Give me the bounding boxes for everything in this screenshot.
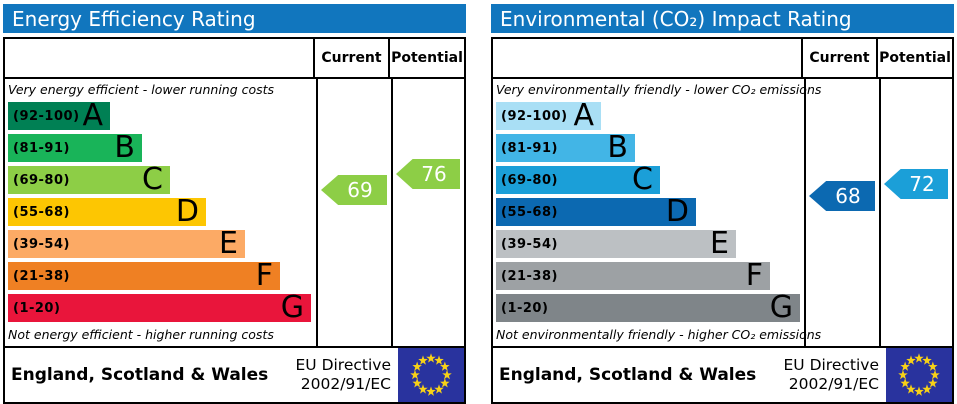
band-d: (55-68) D xyxy=(496,194,696,229)
band-e-letter: E xyxy=(710,226,729,261)
potential-value-cell: 72 xyxy=(881,79,952,346)
band-g-range: (1-20) xyxy=(501,300,549,316)
band-f-range: (21-38) xyxy=(13,268,70,284)
current-rating-arrow: 69 xyxy=(321,175,387,205)
panel-footer: England, Scotland & Wales EU Directive 2… xyxy=(5,348,464,402)
eu-directive-line2: 2002/91/EC xyxy=(788,375,879,393)
potential-rating-arrow: 76 xyxy=(396,159,460,189)
top-note: Very environmentally friendly - lower CO… xyxy=(496,82,822,97)
eu-directive-label: EU Directive 2002/91/EC xyxy=(784,356,887,393)
band-g: (1-20) G xyxy=(496,290,800,325)
potential-value-cell: 76 xyxy=(393,79,464,346)
top-note: Very energy efficient - lower running co… xyxy=(8,82,275,97)
rating-scale-body: Very energy efficient - lower running co… xyxy=(5,79,464,348)
band-c-range: (69-80) xyxy=(501,172,558,188)
header-spacer xyxy=(493,39,803,77)
band-g-range: (1-20) xyxy=(13,300,61,316)
eu-directive-line1: EU Directive xyxy=(295,356,392,375)
band-b-letter: B xyxy=(114,130,135,165)
potential-rating-value: 76 xyxy=(421,162,447,186)
column-header-row: Current Potential xyxy=(493,39,952,79)
column-header-row: Current Potential xyxy=(5,39,464,79)
band-f-range: (21-38) xyxy=(501,268,558,284)
band-e-range: (39-54) xyxy=(13,236,70,252)
band-a-letter: A xyxy=(573,98,594,133)
current-rating-value: 68 xyxy=(835,184,861,208)
energy-rating-table: Current Potential Very energy efficient … xyxy=(3,37,466,404)
bottom-note: Not environmentally friendly - higher CO… xyxy=(496,327,822,342)
rating-scale-body: Very environmentally friendly - lower CO… xyxy=(493,79,952,348)
band-e-range: (39-54) xyxy=(501,236,558,252)
band-d-range: (55-68) xyxy=(501,204,558,220)
environmental-panel-title: Environmental (CO₂) Impact Rating xyxy=(491,4,954,33)
environmental-rating-table: Current Potential Very environmentally f… xyxy=(491,37,954,404)
current-rating-arrow: 68 xyxy=(809,181,875,211)
current-value-cell: 68 xyxy=(806,79,881,346)
band-b: (81-91) B xyxy=(496,130,635,165)
band-b-range: (81-91) xyxy=(13,140,70,156)
band-c: (69-80) C xyxy=(496,162,660,197)
rating-scale: Very energy efficient - lower running co… xyxy=(5,79,318,346)
band-g: (1-20) G xyxy=(8,290,311,325)
energy-efficiency-panel: Energy Efficiency Rating Current Potenti… xyxy=(3,4,466,404)
band-d-letter: D xyxy=(175,194,199,229)
band-a-range: (92-100) xyxy=(501,108,568,124)
band-b-range: (81-91) xyxy=(501,140,558,156)
potential-column-header: Potential xyxy=(879,50,951,66)
eu-directive-label: EU Directive 2002/91/EC xyxy=(296,356,399,393)
band-a: (92-100) A xyxy=(496,98,601,133)
band-g-letter: G xyxy=(280,290,304,325)
current-rating-value: 69 xyxy=(347,178,373,202)
band-c-letter: C xyxy=(142,162,163,197)
panel-footer: England, Scotland & Wales EU Directive 2… xyxy=(493,348,952,402)
region-label: England, Scotland & Wales xyxy=(11,365,269,385)
current-column-header: Current xyxy=(315,39,390,77)
band-c-letter: C xyxy=(632,162,653,197)
eu-directive-line2: 2002/91/EC xyxy=(300,375,391,393)
band-f: (21-38) F xyxy=(496,258,770,293)
band-d-letter: D xyxy=(665,194,689,229)
band-d-range: (55-68) xyxy=(13,204,70,220)
band-c: (69-80) C xyxy=(8,162,170,197)
band-f: (21-38) F xyxy=(8,258,280,293)
current-value-cell: 69 xyxy=(318,79,393,346)
energy-panel-title: Energy Efficiency Rating xyxy=(3,4,466,33)
eu-directive-line1: EU Directive xyxy=(783,356,880,375)
band-d: (55-68) D xyxy=(8,194,206,229)
band-b: (81-91) B xyxy=(8,130,142,165)
potential-rating-arrow: 72 xyxy=(884,169,948,199)
band-a-letter: A xyxy=(82,98,103,133)
current-column-header: Current xyxy=(803,39,878,77)
potential-column-header: Potential xyxy=(391,50,463,66)
band-f-letter: F xyxy=(255,258,273,293)
rating-scale: Very environmentally friendly - lower CO… xyxy=(493,79,822,346)
region-label: England, Scotland & Wales xyxy=(499,365,757,385)
band-g-letter: G xyxy=(769,290,793,325)
band-e: (39-54) E xyxy=(8,226,245,261)
header-spacer xyxy=(5,39,315,77)
band-b-letter: B xyxy=(607,130,628,165)
environmental-impact-panel: Environmental (CO₂) Impact Rating Curren… xyxy=(491,4,954,404)
band-f-letter: F xyxy=(745,258,763,293)
bottom-note: Not energy efficient - higher running co… xyxy=(8,327,274,342)
band-a: (92-100) A xyxy=(8,98,110,133)
potential-rating-value: 72 xyxy=(909,172,935,196)
band-e-letter: E xyxy=(219,226,238,261)
band-c-range: (69-80) xyxy=(13,172,70,188)
eu-flag-icon xyxy=(886,348,952,402)
band-a-range: (92-100) xyxy=(13,108,80,124)
eu-flag-icon xyxy=(398,348,464,402)
band-e: (39-54) E xyxy=(496,226,736,261)
